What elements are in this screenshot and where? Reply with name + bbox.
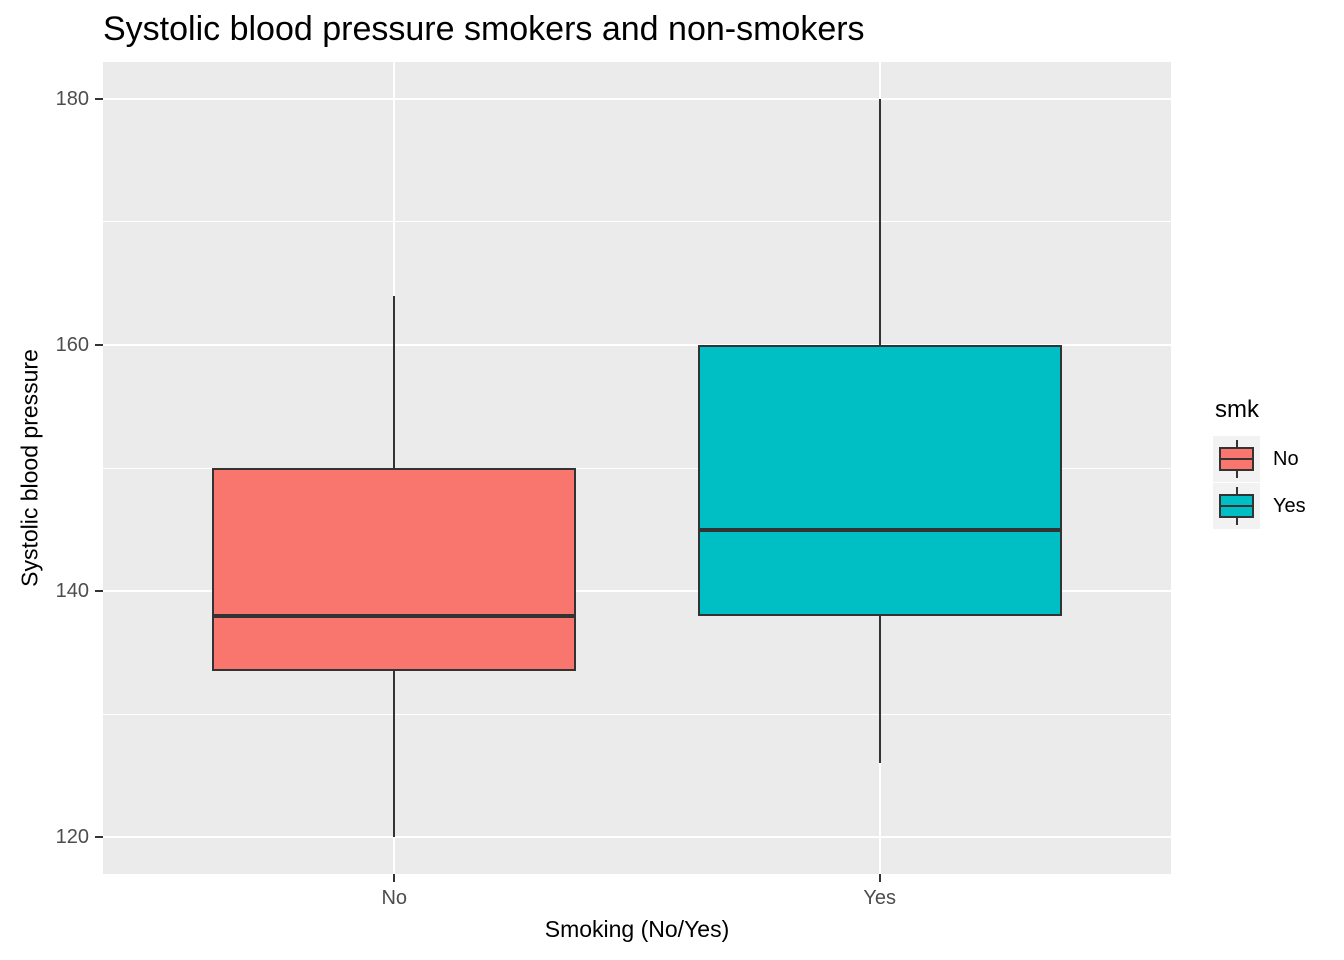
- boxplot-glyph-median: [1221, 458, 1252, 460]
- boxplot-box-no: [212, 468, 577, 671]
- legend-entry-no: No: [1213, 436, 1306, 482]
- x-tick-mark-yes: [878, 874, 881, 882]
- x-tick-label-yes: Yes: [863, 887, 897, 909]
- x-axis-title: Smoking (No/Yes): [544, 916, 730, 942]
- plot-title: Systolic blood pressure smokers and non-…: [103, 10, 865, 48]
- y-tick-mark-160: [95, 343, 103, 346]
- y-axis-title: Systolic blood pressure: [16, 349, 43, 587]
- gridline-major-140: [103, 590, 1171, 593]
- legend-key-no: [1213, 436, 1260, 482]
- boxplot-glyph-box-yes: [1219, 494, 1254, 518]
- median-line-no: [212, 613, 577, 618]
- plot-panel: [103, 62, 1171, 874]
- y-tick-mark-140: [95, 590, 103, 593]
- gridline-major-180: [103, 97, 1171, 100]
- y-tick-label-180: 180: [55, 87, 89, 110]
- whisker-upper-no: [393, 295, 396, 468]
- x-tick-label-no: No: [381, 887, 408, 909]
- x-tick-mark-no: [393, 874, 396, 882]
- legend: smk No Yes: [1213, 396, 1306, 530]
- gridline-major-160: [103, 343, 1171, 346]
- gridline-minor-150: [103, 467, 1171, 469]
- boxplot-glyph-box-no: [1219, 447, 1254, 471]
- legend-title: smk: [1215, 396, 1259, 423]
- whisker-lower-yes: [878, 615, 881, 764]
- median-line-yes: [697, 527, 1062, 532]
- legend-entry-yes: Yes: [1213, 483, 1306, 529]
- legend-label-yes: Yes: [1273, 494, 1306, 517]
- legend-key-yes: [1213, 483, 1260, 529]
- whisker-lower-no: [393, 671, 396, 838]
- y-tick-label-120: 120: [55, 826, 89, 849]
- gridline-minor-170: [103, 221, 1171, 223]
- y-tick-mark-120: [95, 836, 103, 839]
- legend-label-no: No: [1273, 447, 1299, 470]
- boxplot-glyph-median: [1221, 505, 1252, 507]
- y-tick-mark-180: [95, 97, 103, 100]
- gridline-minor-130: [103, 713, 1171, 715]
- boxplot-box-yes: [697, 344, 1062, 616]
- y-tick-label-140: 140: [55, 580, 89, 603]
- whisker-upper-yes: [878, 98, 881, 345]
- gridline-major-120: [103, 836, 1171, 839]
- y-tick-label-160: 160: [55, 333, 89, 356]
